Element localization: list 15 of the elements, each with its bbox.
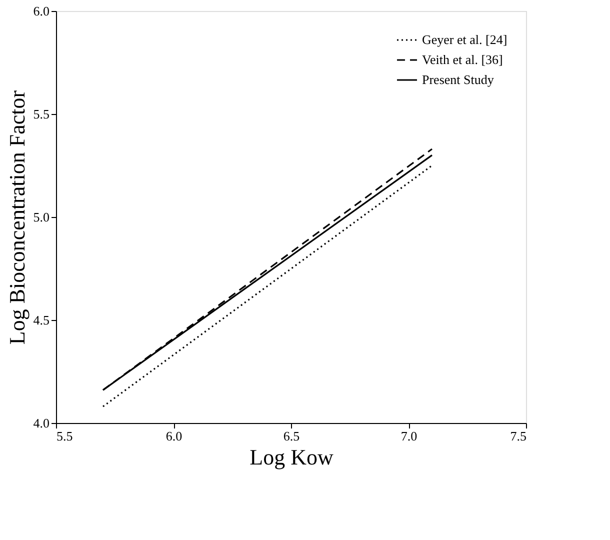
x-tick-label: 6.0: [166, 428, 182, 444]
x-tick-label: 5.5: [56, 428, 73, 444]
legend-label: Present Study: [422, 72, 494, 87]
x-tick-label: 6.5: [283, 428, 300, 444]
x-tick-label: 7.0: [400, 428, 418, 444]
y-tick-label: 6.0: [33, 4, 50, 18]
x-axis-title: Log Kow: [250, 444, 334, 470]
y-tick-label: 4.5: [33, 312, 50, 328]
legend-label: Geyer et al. [24]: [422, 32, 508, 47]
y-tick-label: 4.0: [33, 416, 50, 430]
y-tick-label: 5.5: [33, 106, 50, 122]
x-tick-label: 7.5: [510, 428, 526, 444]
y-tick-label: 5.0: [33, 210, 50, 224]
y-axis-title: Log Bioconcentration Factor: [4, 90, 30, 345]
legend-label: Veith et al. [36]: [422, 52, 503, 67]
